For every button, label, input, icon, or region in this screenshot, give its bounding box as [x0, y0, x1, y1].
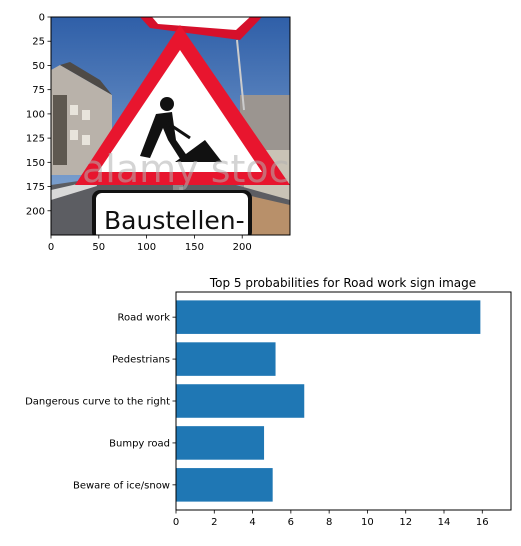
value-tick-label: 10 — [361, 517, 374, 528]
bar — [176, 384, 305, 418]
category-label: Pedestrians — [112, 355, 170, 366]
value-tick-label: 16 — [476, 517, 489, 528]
category-label: Bumpy road — [109, 438, 170, 449]
bar — [176, 468, 273, 502]
sign-text: Baustellen- — [104, 206, 245, 235]
category-label: Dangerous curve to the right — [25, 397, 170, 408]
value-tick-label: 2 — [211, 517, 217, 528]
image-y-axis: 0 25 50 75 100 125 150 175 200 — [26, 13, 51, 217]
image-y-tick-label: 0 — [39, 13, 45, 24]
image-x-tick-label: 50 — [92, 242, 105, 253]
image-y-tick-label: 150 — [26, 158, 45, 169]
value-tick-label: 12 — [399, 517, 412, 528]
image-y-tick-label: 25 — [32, 37, 45, 48]
image-y-tick-label: 75 — [32, 85, 45, 96]
image-y-tick-label: 100 — [26, 109, 45, 120]
bar — [176, 342, 276, 376]
value-tick-label: 6 — [288, 517, 294, 528]
image-x-axis: 0 50 100 150 200 — [48, 235, 252, 253]
image-frame — [50, 16, 291, 236]
bar — [176, 300, 481, 334]
image-y-tick-label: 50 — [32, 61, 45, 72]
value-tick-label: 4 — [249, 517, 255, 528]
category-label: Beware of ice/snow — [73, 480, 170, 491]
value-tick-label: 0 — [173, 517, 179, 528]
image-x-tick-label: 0 — [48, 242, 54, 253]
image-y-tick-label: 125 — [26, 134, 45, 145]
watermark-text: alamy stock — [82, 147, 312, 191]
bars — [176, 300, 481, 502]
category-axis: Road work Pedestrians Dangerous curve to t… — [25, 313, 176, 491]
image-y-tick-label: 200 — [26, 206, 45, 217]
chart-title: Top 5 probabilities for Road work sign i… — [209, 276, 476, 290]
value-tick-label: 14 — [438, 517, 451, 528]
image-x-tick-label: 150 — [185, 242, 204, 253]
value-tick-label: 8 — [326, 517, 332, 528]
bar — [176, 426, 265, 460]
category-label: Road work — [118, 313, 171, 324]
road-sign-photo: Baustellen- alamy stock — [51, 17, 312, 235]
value-axis: 0 2 4 6 8 10 12 14 16 — [173, 510, 489, 528]
image-x-tick-label: 200 — [233, 242, 252, 253]
image-panel: Baustellen- alamy stock 0 50 100 150 200 0 25… — [26, 13, 312, 253]
image-x-tick-label: 100 — [137, 242, 156, 253]
bar-chart: Top 5 probabilities for Road work sign i… — [25, 276, 512, 528]
image-y-tick-label: 175 — [26, 182, 45, 193]
